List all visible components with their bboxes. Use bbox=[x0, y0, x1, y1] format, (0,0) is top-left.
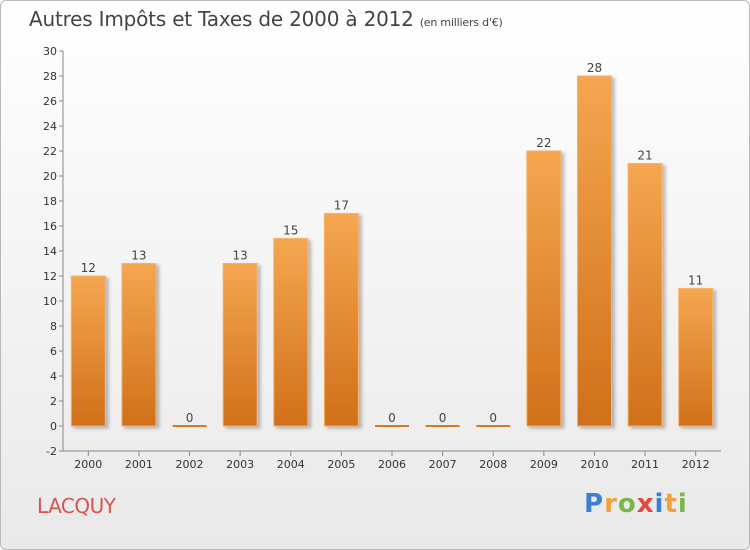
y-tick-label: 28 bbox=[43, 70, 57, 83]
bar bbox=[576, 75, 612, 427]
y-tick-label: 12 bbox=[43, 270, 57, 283]
bar bbox=[526, 150, 562, 427]
place-name: LACQUY bbox=[37, 494, 116, 518]
y-tick-label: 2 bbox=[50, 395, 57, 408]
data-label: 13 bbox=[233, 249, 248, 263]
y-tick-label: 14 bbox=[43, 245, 57, 258]
logo-letter: i bbox=[654, 489, 665, 519]
data-label: 21 bbox=[637, 149, 652, 163]
bar bbox=[375, 425, 409, 427]
logo-letter: x bbox=[636, 489, 655, 519]
x-tick-label: 2011 bbox=[631, 458, 659, 471]
data-label: 11 bbox=[688, 274, 703, 288]
bar bbox=[273, 238, 309, 427]
logo-letter: o bbox=[617, 489, 637, 519]
x-tick-label: 2010 bbox=[580, 458, 608, 471]
logo-letter: i bbox=[677, 489, 688, 519]
bar bbox=[425, 425, 460, 427]
chart-title: Autres Impôts et Taxes de 2000 à 2012 (en… bbox=[29, 7, 503, 31]
data-label: 0 bbox=[489, 411, 497, 425]
bar bbox=[121, 263, 157, 427]
bar bbox=[222, 263, 258, 427]
x-tick-label: 2006 bbox=[378, 458, 406, 471]
bars bbox=[70, 75, 714, 427]
data-label: 13 bbox=[131, 249, 146, 263]
y-tick-label: 30 bbox=[43, 45, 57, 58]
y-tick-label: 20 bbox=[43, 170, 57, 183]
data-label: 0 bbox=[439, 411, 447, 425]
y-tick-label: 0 bbox=[50, 420, 57, 433]
data-label: 22 bbox=[536, 136, 551, 150]
y-tick-label: 24 bbox=[43, 120, 57, 133]
logo-letter: P bbox=[584, 489, 605, 519]
y-tick-label: 22 bbox=[43, 145, 57, 158]
y-tick-label: 4 bbox=[50, 370, 57, 383]
y-tick-label: 8 bbox=[50, 320, 57, 333]
data-label: 0 bbox=[388, 411, 396, 425]
data-label: 0 bbox=[186, 411, 194, 425]
data-label: 12 bbox=[81, 261, 96, 275]
y-tick-label: -2 bbox=[46, 445, 57, 458]
x-tick-label: 2005 bbox=[327, 458, 355, 471]
x-tick-label: 2001 bbox=[125, 458, 153, 471]
data-label: 15 bbox=[283, 224, 298, 238]
chart-subtitle: (en milliers d'€) bbox=[419, 16, 503, 29]
x-tick-label: 2000 bbox=[74, 458, 102, 471]
x-tick-label: 2004 bbox=[277, 458, 305, 471]
bar bbox=[323, 213, 359, 427]
x-tick-label: 2003 bbox=[226, 458, 254, 471]
x-tick-label: 2002 bbox=[176, 458, 204, 471]
bar bbox=[678, 288, 714, 427]
y-tick-label: 16 bbox=[43, 220, 57, 233]
y-tick-label: 18 bbox=[43, 195, 57, 208]
x-tick-label: 2009 bbox=[530, 458, 558, 471]
y-tick-label: 26 bbox=[43, 95, 57, 108]
x-tick-label: 2007 bbox=[429, 458, 457, 471]
data-labels: 12 13 0 13 15 17 0 0 0 22 28 21 11 bbox=[81, 61, 704, 425]
bar bbox=[627, 163, 663, 427]
chart-title-text: Autres Impôts et Taxes de 2000 à 2012 bbox=[29, 7, 414, 31]
bar bbox=[476, 425, 511, 427]
x-tick-label: 2008 bbox=[479, 458, 507, 471]
y-tick-label: 6 bbox=[50, 345, 57, 358]
proxiti-logo: Proxiti bbox=[584, 489, 688, 519]
logo-letter: t bbox=[664, 489, 678, 519]
logo-letter: r bbox=[604, 489, 618, 519]
bar bbox=[70, 275, 106, 427]
data-label: 17 bbox=[334, 199, 349, 213]
x-tick-label: 2012 bbox=[682, 458, 710, 471]
y-tick-label: 10 bbox=[43, 295, 57, 308]
bar bbox=[172, 425, 207, 427]
data-label: 28 bbox=[587, 61, 602, 75]
